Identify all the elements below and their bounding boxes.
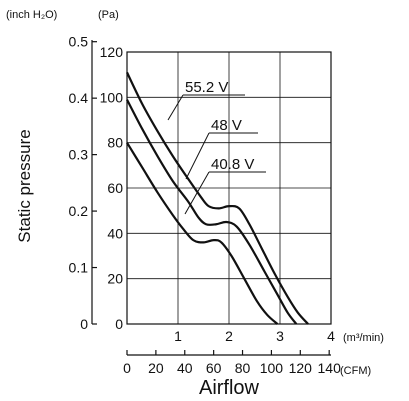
y-tick-label-pa: 120 — [100, 44, 124, 60]
svg-text:55.2 V: 55.2 V — [185, 79, 228, 96]
x-axis-title: Airflow — [199, 377, 260, 399]
x-tick-label-cfm: 80 — [235, 360, 251, 376]
y-tick-label-inch: 0.1 — [69, 260, 89, 276]
series-label-48v: 48 V — [185, 117, 258, 180]
svg-text:40.8 V: 40.8 V — [211, 156, 254, 173]
y-axis-title: Static pressure — [15, 129, 34, 242]
x-tick-label-cfm: 40 — [177, 360, 193, 376]
series-line-48v — [126, 99, 298, 325]
y-tick-label-pa: 100 — [100, 89, 124, 105]
y-tick-label-pa: 60 — [107, 180, 123, 196]
svg-text:48 V: 48 V — [211, 117, 242, 134]
y-tick-label-pa: 0 — [115, 316, 123, 332]
x-tick-label-m3: 2 — [225, 328, 233, 344]
y-unit-pa-label: (Pa) — [98, 9, 119, 21]
series-lines — [126, 71, 309, 325]
x-tick-label-cfm: 60 — [206, 360, 222, 376]
x-tick-label-cfm: 0 — [123, 360, 131, 376]
x-axis-cfm-ticks: 0 20 40 60 80 100 120 140 — [123, 350, 341, 376]
y-tick-label-inch: 0.3 — [69, 147, 89, 163]
x-axis-m3-ticks: 1 2 3 4 — [174, 328, 335, 344]
y-tick-label-pa: 20 — [107, 271, 123, 287]
series-label-40-8v: 40.8 V — [184, 156, 266, 215]
x-tick-label-cfm: 100 — [260, 360, 284, 376]
series-label-55-2v: 55.2 V — [167, 79, 245, 121]
y-axis-inch-ticks: 0 0.1 0.2 0.3 0.4 0.5 — [69, 34, 97, 332]
plot-frame — [126, 51, 332, 325]
y-tick-label-inch: 0.4 — [69, 90, 89, 106]
x-unit-cfm-label: (CFM) — [340, 365, 371, 377]
series-line-55-2v — [126, 71, 309, 325]
x-tick-label-m3: 4 — [327, 328, 335, 344]
y-tick-label-inch: 0 — [80, 316, 88, 332]
y-unit-inch-label: (inch H₂O) — [6, 9, 57, 21]
x-tick-label-m3: 3 — [276, 328, 284, 344]
x-tick-label-cfm: 20 — [148, 360, 164, 376]
series-line-40-8v — [126, 142, 279, 325]
plot-grid — [127, 52, 331, 324]
y-tick-label-pa: 40 — [107, 225, 123, 241]
x-tick-label-cfm: 140 — [318, 360, 342, 376]
y-tick-label-inch: 0.2 — [69, 203, 89, 219]
y-axis-pa-ticks: 0 20 40 60 80 100 120 — [100, 44, 124, 332]
x-tick-label-m3: 1 — [174, 328, 182, 344]
y-tick-label-inch: 0.5 — [69, 34, 89, 50]
x-tick-label-cfm: 120 — [289, 360, 313, 376]
y-tick-label-pa: 80 — [107, 135, 123, 151]
x-unit-m3-label: (m³/min) — [343, 332, 384, 344]
